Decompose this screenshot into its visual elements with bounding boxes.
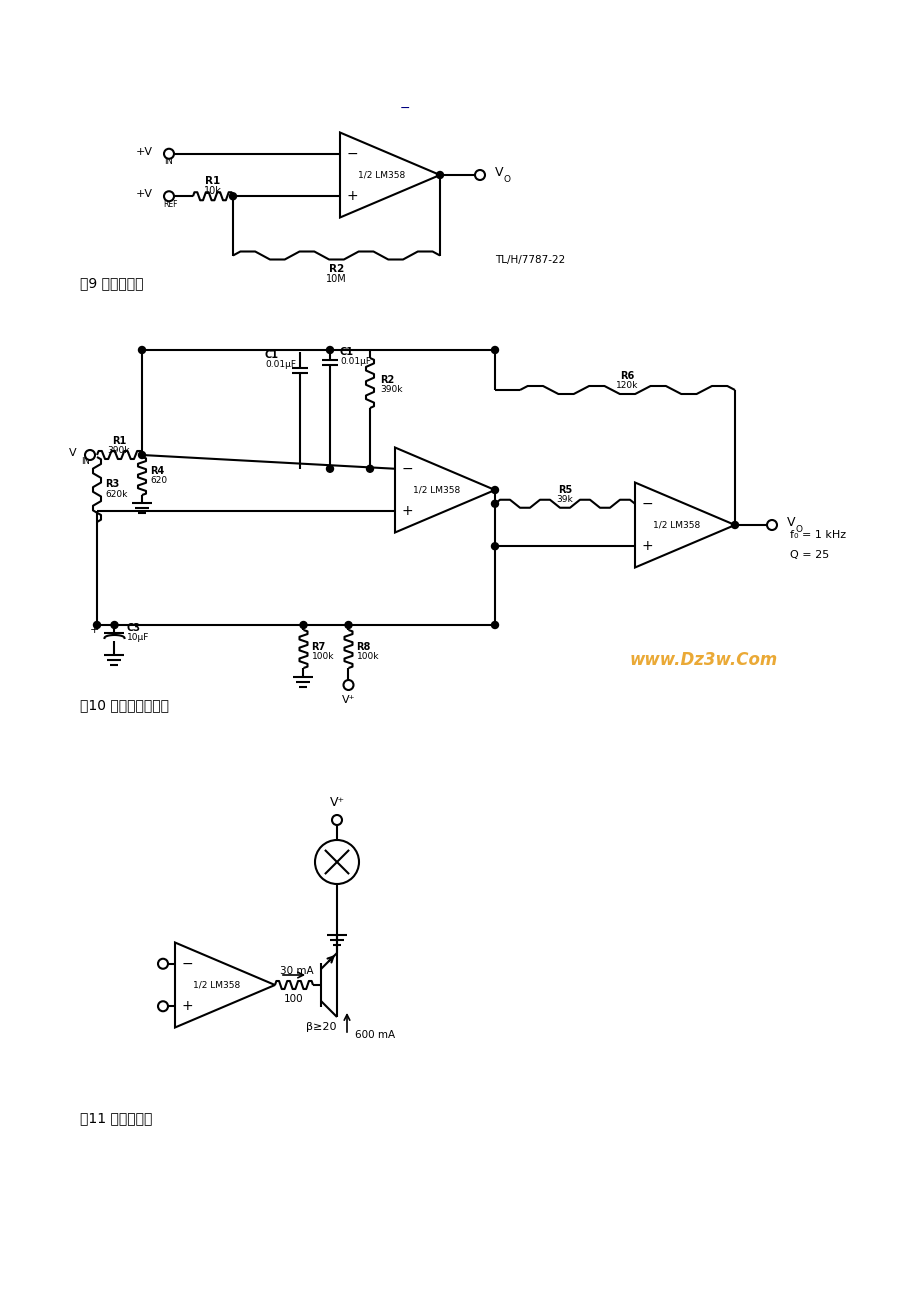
Text: R2: R2 — [328, 263, 344, 273]
Text: 620k: 620k — [105, 490, 127, 499]
Text: −: − — [181, 957, 193, 971]
Circle shape — [474, 171, 484, 180]
Text: 390k: 390k — [380, 385, 403, 395]
Circle shape — [229, 193, 236, 199]
Text: 390k: 390k — [108, 447, 130, 456]
Text: R2: R2 — [380, 375, 394, 385]
Text: V⁺: V⁺ — [341, 695, 355, 704]
Text: 10M: 10M — [325, 275, 346, 285]
Text: C1: C1 — [265, 350, 278, 359]
Text: −: − — [346, 147, 357, 160]
Text: +: + — [641, 539, 652, 553]
Circle shape — [345, 621, 352, 629]
Circle shape — [139, 346, 145, 354]
Text: 1/2 LM358: 1/2 LM358 — [413, 486, 460, 495]
Text: 30 mA: 30 mA — [279, 966, 313, 976]
Text: 620: 620 — [150, 477, 167, 486]
Text: −: − — [641, 497, 652, 510]
Circle shape — [158, 1001, 168, 1012]
Text: 1/2 LM358: 1/2 LM358 — [652, 521, 700, 530]
Text: 10μF: 10μF — [127, 634, 149, 642]
Circle shape — [111, 621, 118, 629]
Circle shape — [332, 815, 342, 825]
Text: +: + — [90, 625, 99, 635]
Text: 100: 100 — [284, 993, 303, 1004]
Circle shape — [85, 450, 95, 460]
Text: V⁺: V⁺ — [329, 796, 345, 809]
Text: 1/2 LM358: 1/2 LM358 — [193, 980, 241, 990]
Circle shape — [326, 346, 334, 354]
Circle shape — [158, 958, 168, 969]
Circle shape — [491, 346, 498, 354]
Text: 0.01μF: 0.01μF — [265, 361, 296, 370]
Text: +V: +V — [136, 147, 153, 156]
Text: R6: R6 — [619, 371, 634, 381]
Circle shape — [491, 487, 498, 493]
Text: R8: R8 — [357, 642, 370, 652]
Text: O: O — [795, 526, 802, 535]
Text: C3: C3 — [127, 622, 141, 633]
Circle shape — [491, 543, 498, 549]
Text: R5: R5 — [557, 484, 572, 495]
Circle shape — [766, 519, 777, 530]
Text: IN: IN — [165, 158, 174, 167]
Text: www.Dz3w.Com: www.Dz3w.Com — [630, 651, 777, 669]
Text: R3: R3 — [105, 479, 119, 490]
Text: +V: +V — [136, 189, 153, 199]
Text: 100k: 100k — [357, 652, 379, 661]
Circle shape — [491, 500, 498, 508]
Text: +: + — [181, 999, 193, 1013]
Text: 0.01μF: 0.01μF — [340, 358, 370, 366]
Circle shape — [436, 172, 443, 178]
Text: R7: R7 — [312, 642, 325, 652]
Text: REF: REF — [164, 199, 178, 208]
Text: −: − — [401, 462, 413, 475]
Text: 1/2 LM358: 1/2 LM358 — [358, 171, 405, 180]
Circle shape — [164, 191, 174, 202]
Text: 100k: 100k — [312, 652, 334, 661]
Text: R1: R1 — [112, 436, 126, 447]
Circle shape — [326, 465, 334, 473]
Circle shape — [491, 621, 498, 629]
Text: IN: IN — [82, 457, 90, 466]
Text: TL/H/7787-22: TL/H/7787-22 — [494, 255, 564, 266]
Text: 39k: 39k — [556, 495, 573, 504]
Text: V: V — [786, 517, 795, 530]
Text: R1: R1 — [205, 176, 221, 186]
Text: V: V — [494, 167, 503, 180]
Text: 图9 滞后比较器: 图9 滞后比较器 — [80, 276, 143, 290]
Text: V: V — [69, 448, 77, 458]
Circle shape — [94, 621, 100, 629]
Text: 图11 灯驱动程序: 图11 灯驱动程序 — [80, 1111, 153, 1125]
Text: C1: C1 — [340, 348, 354, 357]
Text: −: − — [400, 102, 410, 115]
Circle shape — [731, 522, 738, 529]
Text: 120k: 120k — [616, 381, 638, 391]
Text: β≥20: β≥20 — [305, 1022, 335, 1032]
Circle shape — [366, 465, 373, 473]
Text: +: + — [401, 504, 413, 518]
Text: Q = 25: Q = 25 — [789, 549, 828, 560]
Text: 10k: 10k — [204, 186, 221, 197]
Circle shape — [139, 452, 145, 458]
Text: 图10 带通有源滤波器: 图10 带通有源滤波器 — [80, 698, 169, 712]
Text: O: O — [504, 176, 510, 185]
Text: +: + — [346, 189, 357, 203]
Circle shape — [300, 621, 307, 629]
Text: f₀ = 1 kHz: f₀ = 1 kHz — [789, 530, 845, 540]
Circle shape — [164, 148, 174, 159]
Text: R4: R4 — [150, 466, 165, 477]
Text: 600 mA: 600 mA — [355, 1030, 394, 1040]
Circle shape — [343, 680, 353, 690]
